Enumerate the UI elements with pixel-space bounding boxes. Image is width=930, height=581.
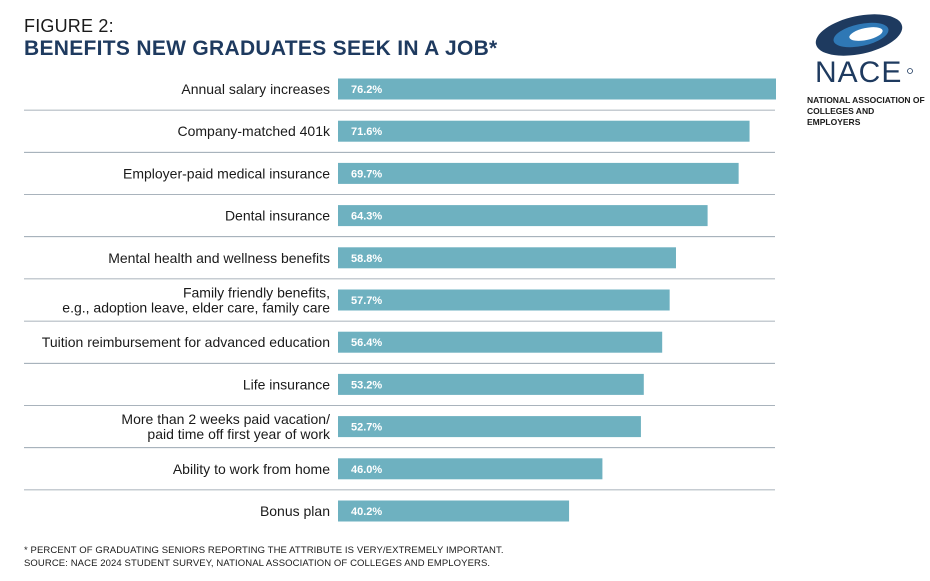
bar (338, 78, 776, 100)
bar (338, 247, 676, 269)
category-label: Life insurance (243, 376, 330, 392)
bar (338, 500, 570, 522)
bar-value-label: 64.3% (351, 211, 382, 223)
bar-value-label: 56.4% (351, 337, 382, 349)
nace-logo-icon (815, 14, 913, 74)
bar-value-label: 46.0% (351, 464, 382, 476)
logo-name: NACE (815, 56, 903, 89)
bar (338, 120, 750, 142)
footnote-line1: * PERCENT OF GRADUATING SENIORS REPORTIN… (24, 545, 504, 556)
bar-value-label: 69.7% (351, 168, 382, 180)
bar (338, 289, 670, 311)
logo-subtitle: NATIONAL ASSOCIATION OF COLLEGES AND EMP… (807, 95, 925, 128)
bar (338, 205, 708, 227)
category-label: Annual salary increases (181, 81, 330, 97)
bar-value-label: 58.8% (351, 253, 382, 265)
bar-value-label: 71.6% (351, 126, 382, 138)
logo-subtitle-line1: NATIONAL ASSOCIATION OF (807, 95, 925, 105)
bar (338, 458, 603, 480)
bar-value-label: 40.2% (351, 506, 382, 518)
category-label: Mental health and wellness benefits (108, 250, 330, 266)
bar-value-label: 76.2% (351, 84, 382, 96)
category-label: Dental insurance (225, 208, 330, 224)
logo-subtitle-line2: COLLEGES AND EMPLOYERS (807, 106, 875, 127)
category-label: Tuition reimbursement for advanced educa… (42, 334, 330, 350)
bar (338, 162, 739, 184)
bar-value-label: 53.2% (351, 379, 382, 391)
bar (338, 331, 663, 353)
category-label: Ability to work from home (173, 461, 330, 477)
bar (338, 416, 641, 438)
category-label: Employer-paid medical insurance (123, 165, 330, 181)
category-label: Bonus plan (260, 503, 330, 519)
chart-title: BENEFITS NEW GRADUATES SEEK IN A JOB* (24, 37, 498, 60)
bar-value-label: 57.7% (351, 295, 382, 307)
category-label: Company-matched 401k (177, 123, 331, 139)
figure-label: FIGURE 2: (24, 16, 114, 36)
footnote: * PERCENT OF GRADUATING SENIORS REPORTIN… (24, 544, 504, 570)
bar-value-label: 52.7% (351, 422, 382, 434)
category-label: More than 2 weeks paid vacation/ (121, 411, 330, 427)
category-label: paid time off first year of work (147, 426, 331, 442)
category-label: Family friendly benefits, (183, 285, 330, 301)
footnote-source: SOURCE: NACE 2024 STUDENT SURVEY, NATION… (24, 558, 491, 569)
category-label: e.g., adoption leave, elder care, family… (62, 300, 330, 316)
bar (338, 373, 644, 395)
